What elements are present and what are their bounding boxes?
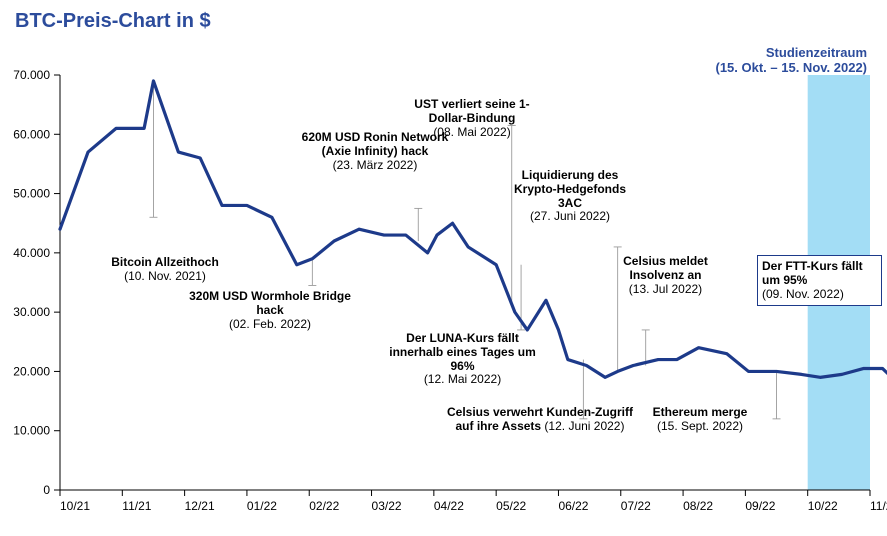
y-tick-label: 10.000 [13,424,50,438]
x-tick-label: 10/21 [60,499,90,513]
x-tick-label: 01/22 [247,499,277,513]
annotation-ftt-title: Der FTT-Kurs fällt um 95% [762,260,877,288]
y-tick-label: 0 [43,483,50,497]
x-tick-label: 07/22 [621,499,651,513]
x-tick-label: 02/22 [309,499,339,513]
x-tick-label: 03/22 [372,499,402,513]
x-tick-label: 11/22 [870,499,887,513]
annotation-ftt-box: Der FTT-Kurs fällt um 95% (09. Nov. 2022… [757,255,882,306]
y-tick-label: 20.000 [13,364,50,378]
y-tick-label: 50.000 [13,187,50,201]
price-line [60,81,887,395]
x-tick-label: 04/22 [434,499,464,513]
x-tick-label: 06/22 [558,499,588,513]
chart-svg: 0 10.000 20.000 30.000 40.000 50.000 60.000 70.… [0,0,887,536]
x-tick-label: 08/22 [683,499,713,513]
x-tick-label: 05/22 [496,499,526,513]
x-tick-label: 12/21 [185,499,215,513]
y-tick-label: 60.000 [13,127,50,141]
chart-container: BTC-Preis-Chart in $ Studienzeitraum (15… [0,0,887,536]
x-tick-label: 11/21 [122,499,151,513]
y-tick-label: 30.000 [13,305,50,319]
y-tick-label: 70.000 [13,68,50,82]
x-tick-label: 09/22 [745,499,775,513]
annotation-ftt-date: (09. Nov. 2022) [762,288,877,302]
y-tick-label: 40.000 [13,246,50,260]
x-tick-label: 10/22 [808,499,838,513]
